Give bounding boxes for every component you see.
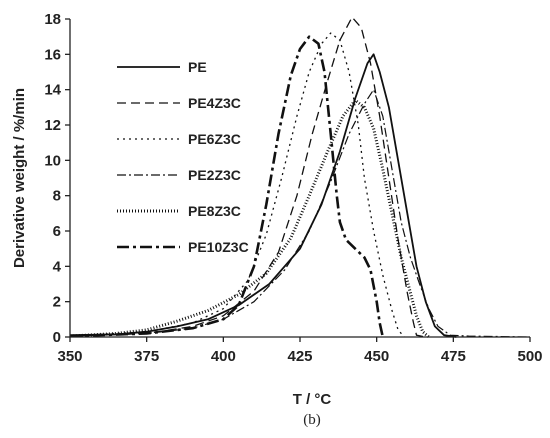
series-line-pe2z3c [69, 89, 531, 338]
series-line-pe8z3c [69, 98, 430, 339]
series-line-pe [69, 53, 457, 338]
legend: PE PE4Z3C PE6Z3C PE2Z3C PE8Z3C PE10Z3C [117, 59, 249, 255]
legend-label-pe8z3c: PE8Z3C [188, 203, 241, 219]
series-layer [69, 16, 531, 339]
legend-label-pe: PE [188, 59, 207, 75]
series-line-pe10z3c [69, 35, 385, 338]
x-tick-label: 500 [517, 348, 542, 365]
legend-label-pe4z3c: PE4Z3C [188, 95, 241, 111]
y-tick-label: 2 [53, 294, 61, 311]
series-line-pe6z3c [69, 32, 405, 338]
y-tick-label: 4 [53, 258, 62, 275]
x-tick-label: 450 [364, 348, 389, 365]
legend-label-pe10z3c: PE10Z3C [188, 239, 249, 255]
y-tick-label: 8 [53, 188, 61, 205]
y-tick-label: 0 [53, 329, 61, 346]
legend-label-pe2z3c: PE2Z3C [188, 167, 241, 183]
figure-caption: (b) [303, 412, 321, 428]
series-line-pe4z3c [69, 16, 426, 338]
x-axis-label: T / °C [293, 391, 332, 408]
x-tick-label: 375 [134, 348, 159, 365]
x-tick-label: 425 [287, 348, 312, 365]
axes: 0 2 4 6 8 10 12 14 16 18 350 375 400 425 450 475 500 [44, 11, 542, 365]
y-tick-label: 6 [53, 223, 61, 240]
y-tick-label: 12 [44, 117, 61, 134]
y-axis-label: Derivative weight / %/min [11, 88, 28, 268]
x-tick-label: 350 [57, 348, 82, 365]
y-tick-label: 16 [44, 46, 61, 63]
y-tick-label: 10 [44, 152, 61, 169]
x-tick-label: 400 [211, 348, 236, 365]
legend-label-pe6z3c: PE6Z3C [188, 131, 241, 147]
x-tick-label: 475 [441, 348, 466, 365]
y-tick-label: 18 [44, 11, 61, 28]
y-tick-label: 14 [44, 82, 61, 99]
